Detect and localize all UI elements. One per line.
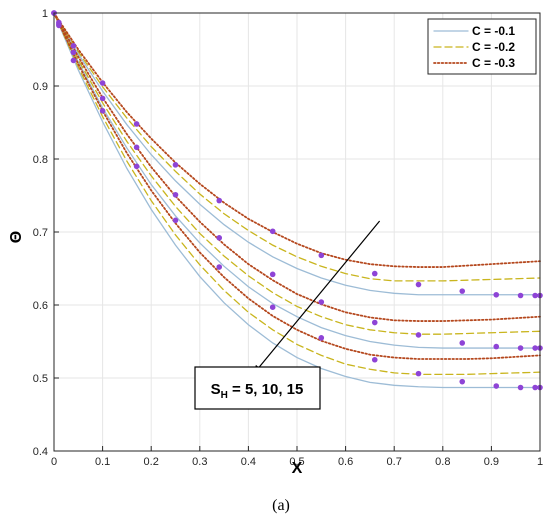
data-point (216, 197, 223, 204)
data-point (459, 340, 466, 346)
x-tick-label: 0.7 (387, 456, 402, 468)
x-tick-label: 0.6 (338, 456, 353, 468)
y-tick-label: 0.4 (33, 446, 48, 458)
series-line (53, 12, 541, 268)
annotation-box (194, 366, 321, 410)
data-point (216, 235, 223, 241)
data-point (371, 356, 378, 363)
series-line (53, 12, 541, 389)
data-point (415, 370, 422, 377)
data-point (371, 270, 378, 277)
data-point (532, 292, 538, 299)
data-point (517, 384, 524, 391)
x-tick-label: 0.4 (241, 456, 256, 468)
data-point (269, 228, 276, 235)
data-point (318, 335, 325, 341)
x-tick-label: 0 (51, 456, 57, 468)
data-point (517, 292, 524, 299)
data-point (318, 252, 325, 259)
x-axis-ticks: 0 0.1 0.2 0.3 0.4 0.5 0.6 0.7 0.8 0.9 1 (51, 446, 543, 468)
x-tick-label: 0.2 (144, 456, 159, 468)
data-point (56, 22, 62, 29)
x-tick-label: 0.8 (435, 456, 450, 468)
data-point (532, 345, 538, 351)
data-point (70, 43, 77, 49)
x-tick-label: 1 (537, 456, 543, 468)
data-point (371, 319, 378, 326)
data-point (517, 345, 524, 351)
data-point (133, 121, 140, 127)
x-tick-label: 0.9 (484, 456, 499, 468)
y-tick-label: 0.9 (33, 81, 48, 93)
data-point (493, 383, 500, 389)
y-axis-ticks: 0.4 0.5 0.6 0.7 0.8 0.9 1 (33, 8, 59, 458)
y-tick-label: 0.8 (33, 154, 48, 166)
series-line (53, 12, 541, 375)
legend-label: C = -0.2 (472, 40, 515, 54)
data-point (459, 288, 466, 294)
data-point (70, 49, 77, 56)
annotation-arrow (258, 220, 381, 368)
y-tick-label: 1 (42, 8, 48, 20)
data-point (133, 144, 140, 151)
y-tick-label: 0.6 (33, 300, 48, 312)
data-point (269, 271, 276, 278)
data-point (99, 95, 106, 102)
data-point (269, 304, 276, 310)
data-point (318, 299, 325, 305)
figure-caption: (a) (272, 497, 290, 514)
y-axis-label: Θ (8, 231, 25, 243)
x-tick-label: 0.1 (95, 456, 110, 468)
data-point (493, 343, 500, 350)
legend: C = -0.1 C = -0.2 C = -0.3 (427, 18, 537, 75)
data-point (99, 80, 106, 86)
y-tick-label: 0.7 (33, 227, 48, 239)
y-tick-label: 0.5 (33, 373, 48, 385)
x-tick-label: 0.5 (289, 456, 304, 468)
legend-label: C = -0.3 (472, 56, 515, 70)
x-tick-label: 0.3 (192, 456, 207, 468)
data-point (415, 332, 422, 338)
data-point (133, 163, 140, 170)
data-point (70, 57, 77, 64)
x-axis-label: X (292, 460, 303, 477)
annotation: SH = 5, 10, 15 (194, 220, 381, 410)
data-point (172, 217, 179, 224)
data-point (99, 108, 106, 114)
data-point (415, 281, 422, 288)
data-point (532, 384, 538, 391)
data-point (493, 291, 500, 298)
data-point (216, 264, 223, 270)
data-point (172, 162, 179, 168)
data-point (459, 378, 466, 385)
annotation-label: SH = 5, 10, 15 (211, 381, 304, 401)
series-line (53, 12, 541, 335)
legend-label: C = -0.1 (472, 24, 515, 38)
data-point (172, 191, 179, 198)
series-line (53, 12, 541, 349)
series-line (53, 12, 541, 296)
